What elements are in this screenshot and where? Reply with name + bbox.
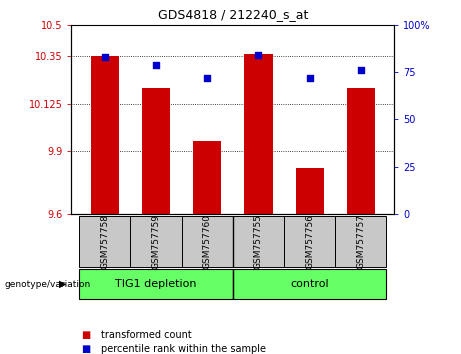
Bar — [244, 54, 272, 214]
Text: GSM757755: GSM757755 — [254, 214, 263, 269]
Bar — [79, 216, 130, 267]
Bar — [142, 88, 170, 214]
Point — [255, 52, 262, 58]
Text: GSM757760: GSM757760 — [203, 214, 212, 269]
Bar — [91, 56, 119, 214]
Bar — [182, 216, 233, 267]
Bar — [233, 216, 284, 267]
Text: ■: ■ — [81, 344, 90, 354]
Text: percentile rank within the sample: percentile rank within the sample — [101, 344, 266, 354]
Text: ■: ■ — [81, 330, 90, 339]
Bar — [233, 269, 386, 299]
Text: GSM757759: GSM757759 — [152, 214, 160, 269]
Title: GDS4818 / 212240_s_at: GDS4818 / 212240_s_at — [158, 8, 308, 21]
Text: transformed count: transformed count — [101, 330, 192, 339]
Bar — [347, 88, 375, 214]
Bar — [130, 216, 182, 267]
Text: GSM757757: GSM757757 — [356, 214, 366, 269]
Text: TIG1 depletion: TIG1 depletion — [115, 279, 197, 289]
Point — [101, 54, 108, 60]
Point — [203, 75, 211, 81]
Bar — [79, 269, 233, 299]
Bar — [193, 141, 221, 214]
Point — [306, 75, 313, 81]
Point — [152, 62, 160, 67]
Text: genotype/variation: genotype/variation — [5, 280, 91, 289]
Bar — [335, 216, 386, 267]
Text: ▶: ▶ — [59, 279, 67, 289]
Bar — [296, 168, 324, 214]
Text: GSM757756: GSM757756 — [305, 214, 314, 269]
Text: control: control — [290, 279, 329, 289]
Text: GSM757758: GSM757758 — [100, 214, 109, 269]
Bar — [284, 216, 335, 267]
Point — [357, 67, 365, 73]
